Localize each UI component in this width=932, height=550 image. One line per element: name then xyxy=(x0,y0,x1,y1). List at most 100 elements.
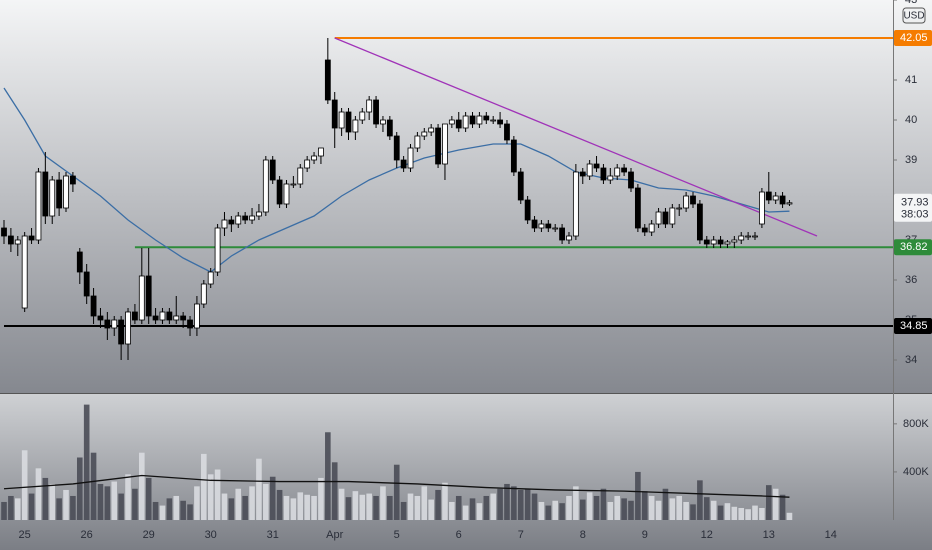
candle-body xyxy=(593,163,600,169)
candle-body xyxy=(421,131,428,137)
candle-body xyxy=(221,219,228,229)
candle-body xyxy=(779,195,786,205)
volume-bar xyxy=(710,500,717,520)
volume-bar xyxy=(242,495,248,520)
volume-bar xyxy=(139,452,145,520)
candle-body xyxy=(690,195,696,205)
volume-bar xyxy=(70,495,76,520)
candle-body xyxy=(283,183,290,205)
volume-bar xyxy=(311,495,317,520)
candle-body xyxy=(290,183,297,186)
volume-bar xyxy=(414,495,421,520)
candle-body xyxy=(1,227,7,237)
candle-body xyxy=(510,139,517,173)
candle-body xyxy=(600,167,607,181)
volume-bar xyxy=(331,462,338,520)
candle-body xyxy=(476,115,483,125)
volume-bar xyxy=(49,483,56,520)
volume-bar xyxy=(276,489,283,520)
candle-body xyxy=(621,167,627,173)
y-tick-label: 40 xyxy=(905,114,917,126)
volume-bar xyxy=(511,486,517,520)
volume-bar xyxy=(325,432,331,520)
candle-body xyxy=(7,235,14,245)
volume-bar xyxy=(269,476,276,520)
volume-bar xyxy=(387,495,393,520)
candle-body xyxy=(607,175,614,181)
candle-body xyxy=(634,187,641,229)
volume-bar xyxy=(235,488,242,520)
volume-bar xyxy=(662,488,669,520)
candle-body xyxy=(717,239,724,245)
volume-bar xyxy=(290,498,297,520)
candle-body xyxy=(83,271,90,297)
candle-body xyxy=(407,147,414,169)
volume-bar xyxy=(586,492,593,520)
volume-bar xyxy=(228,498,235,520)
candle-body xyxy=(455,119,462,129)
volume-bar xyxy=(641,491,648,520)
volume-bar xyxy=(738,507,745,520)
candle-body xyxy=(49,179,56,217)
candle-body xyxy=(76,251,83,273)
candle-body xyxy=(42,171,49,217)
candle-body xyxy=(180,315,187,321)
level-label-box xyxy=(894,30,932,46)
volume-bar xyxy=(614,495,621,520)
volume-bar xyxy=(455,495,462,520)
candle-body xyxy=(579,171,586,177)
x-tick-label: 26 xyxy=(81,529,93,541)
countdown: 38:03 xyxy=(901,209,929,221)
volume-bar xyxy=(566,495,572,520)
y-tick-label: 34 xyxy=(905,354,917,366)
candle-body xyxy=(648,223,655,233)
volume-bar xyxy=(628,500,634,520)
volume-bar xyxy=(207,474,214,520)
level-label-box xyxy=(894,318,932,334)
candle-body xyxy=(628,171,634,189)
candle-body xyxy=(517,171,524,201)
candle-body xyxy=(125,311,131,345)
candle-body xyxy=(304,159,311,169)
volume-bar xyxy=(552,500,558,520)
volume-bar xyxy=(759,507,765,520)
x-tick-label: 31 xyxy=(267,529,279,541)
volume-bar xyxy=(469,498,476,520)
candle-body xyxy=(63,175,69,209)
volume-bar xyxy=(421,486,428,520)
candle-body xyxy=(566,235,572,241)
level-label-box xyxy=(894,239,932,256)
volume-bar xyxy=(752,505,758,520)
x-tick-label: 6 xyxy=(456,529,462,541)
candle-body xyxy=(572,171,579,237)
candle-body xyxy=(538,223,545,229)
candle-body xyxy=(524,199,531,221)
last-price: 37.93 xyxy=(901,197,929,209)
volume-bar xyxy=(304,494,310,520)
volume-bar xyxy=(132,488,138,520)
volume-bar xyxy=(221,493,228,520)
volume-bar xyxy=(366,493,372,520)
volume-bar xyxy=(145,477,152,520)
volume-bar xyxy=(600,488,607,520)
volume-bar xyxy=(297,492,304,520)
volume-bar xyxy=(579,499,586,520)
volume-ma xyxy=(3,474,790,498)
price-plot xyxy=(1,37,893,360)
volume-bar xyxy=(249,486,255,520)
candle-body xyxy=(338,111,345,129)
volume-bar xyxy=(703,497,710,520)
candle-body xyxy=(249,215,255,221)
volume-bar xyxy=(318,477,324,520)
candle-body xyxy=(703,239,710,245)
volume-bar xyxy=(380,486,386,520)
volume-bar xyxy=(524,488,531,520)
candle-body xyxy=(318,147,324,157)
candle-body xyxy=(276,179,283,205)
candle-body xyxy=(400,159,407,169)
level-label: 36.82 xyxy=(900,241,928,253)
x-tick-label: 12 xyxy=(701,529,713,541)
volume-bar xyxy=(504,483,510,520)
candle-body xyxy=(352,119,359,133)
volume-tick-label: 400K xyxy=(903,466,929,478)
